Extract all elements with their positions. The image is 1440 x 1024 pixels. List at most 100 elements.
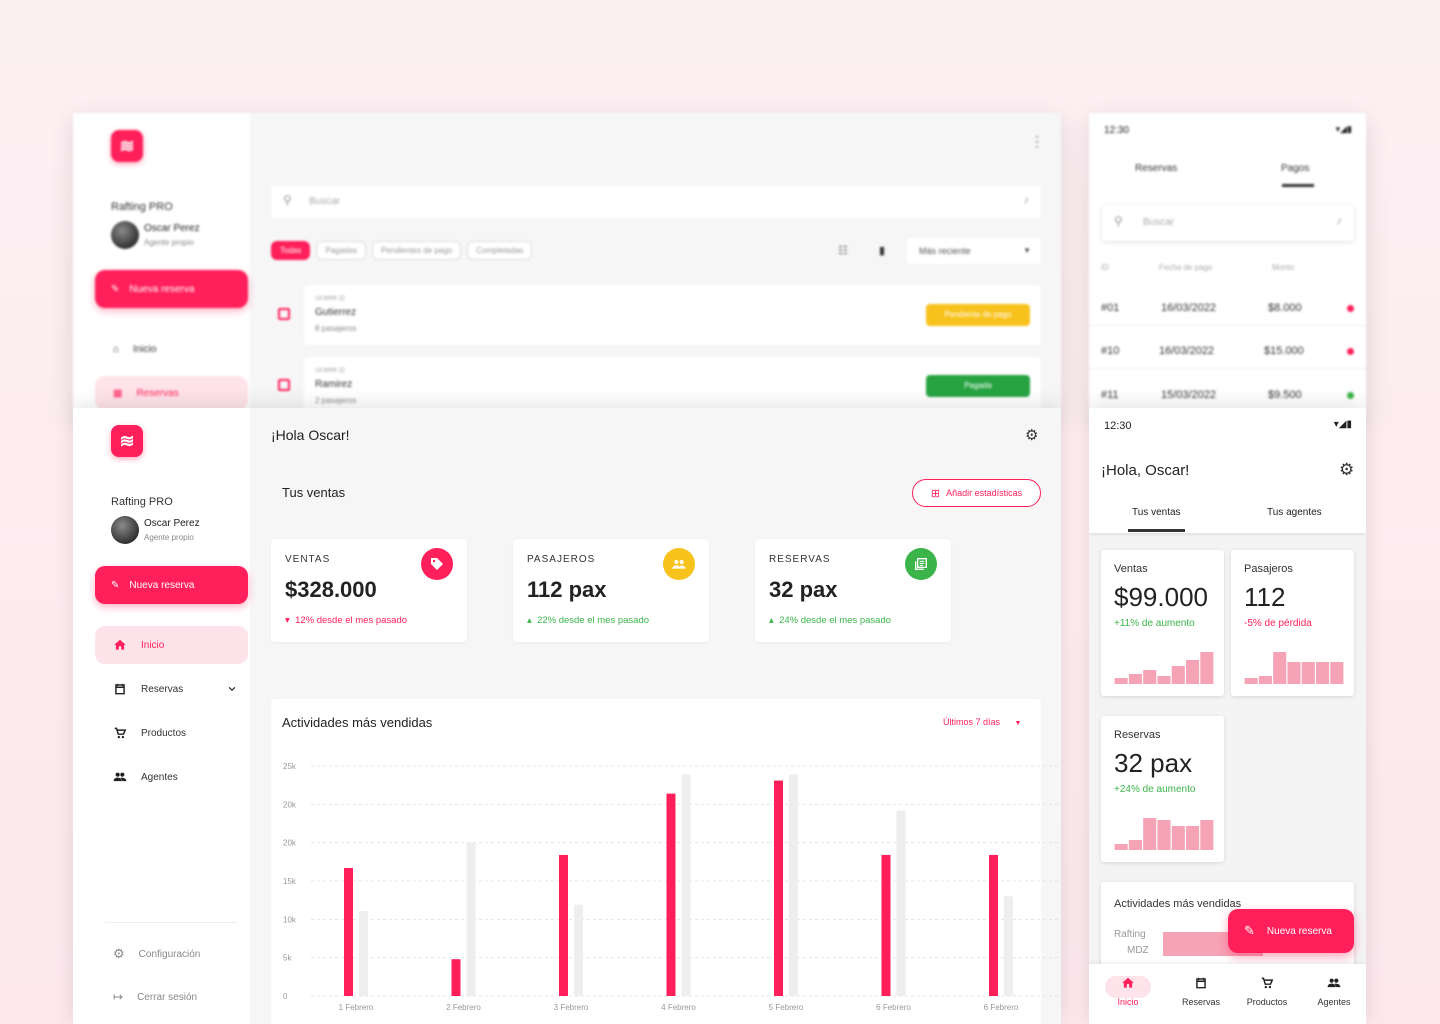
tab-tus-agentes[interactable]: Tus agentes <box>1267 507 1322 518</box>
mic-icon[interactable]: ♪ <box>1336 215 1343 227</box>
activity-label: Rafting <box>1114 929 1146 940</box>
bg-new-booking-button[interactable]: ✎ Nueva reserva <box>95 270 248 308</box>
mini-bar <box>1143 818 1157 850</box>
filter-icon[interactable]: ☷ <box>838 245 848 257</box>
trash-icon[interactable]: ▮ <box>879 245 886 257</box>
trend-up-icon: ▴ <box>527 615 538 626</box>
stat-card-reservas[interactable]: RESERVAS 32 pax ▴ 24% desde el mes pasad… <box>755 539 951 642</box>
new-booking-button[interactable]: ✎ Nueva reserva <box>95 566 248 604</box>
bg-table-row[interactable]: 14 MAR 22 Ramirez 2 pasajeros Pagada <box>304 357 1041 413</box>
chart-bar <box>574 904 583 996</box>
mini-bar-chart <box>1114 818 1214 850</box>
row-checkbox[interactable] <box>278 379 290 391</box>
sidebar-item-logout[interactable]: ↦ Cerrar sesión <box>113 990 197 1004</box>
row-checkbox[interactable] <box>278 308 290 320</box>
col-id: ID <box>1101 263 1109 272</box>
mini-bar <box>1171 826 1185 850</box>
tab-pagos[interactable]: Pagos <box>1281 163 1310 174</box>
chart-bar <box>344 867 353 996</box>
card-label: Ventas <box>1114 563 1148 575</box>
avatar[interactable] <box>111 516 139 544</box>
tab-reservas[interactable]: Reservas <box>1135 163 1178 174</box>
bottom-nav-inicio[interactable]: Inicio <box>1098 976 1158 1007</box>
bg-sort-select[interactable]: Más reciente ▼ <box>907 238 1041 264</box>
people-icon <box>663 548 695 580</box>
mobile-card-reservas[interactable]: Reservas 32 pax +24% de aumento <box>1101 716 1224 862</box>
chart-bar <box>881 854 891 996</box>
search-icon: ⚲ <box>1114 214 1123 228</box>
stat-card-pasajeros[interactable]: PASAJEROS 112 pax ▴ 22% desde el mes pas… <box>513 539 709 642</box>
bottom-nav-reservas[interactable]: Reservas <box>1171 976 1231 1007</box>
sidebar-item-configuracion[interactable]: ⚙ Configuración <box>113 946 200 962</box>
sidebar-item-label: Inicio <box>141 639 165 651</box>
bottom-nav-label: Productos <box>1246 997 1288 1007</box>
bg-nav-home-label: Inicio <box>133 344 157 355</box>
chart-bar <box>466 842 476 996</box>
mini-bar <box>1258 676 1272 684</box>
chip-pagadas[interactable]: Pagadas <box>316 241 366 260</box>
app-logo[interactable]: ≋ <box>111 425 143 457</box>
stat-value: $328.000 <box>285 577 377 602</box>
tab-tus-ventas[interactable]: Tus ventas <box>1132 507 1181 518</box>
pencil-icon: ✎ <box>111 283 120 295</box>
bg-sort-label: Más reciente <box>919 246 971 256</box>
mini-bar <box>1287 662 1301 684</box>
y-tick-label: 20k <box>283 839 297 848</box>
calendar-icon <box>115 683 125 695</box>
y-tick-label: 10k <box>283 915 297 924</box>
fab-label: Nueva reserva <box>1266 925 1332 937</box>
sidebar-item-inicio[interactable]: Inicio <box>95 626 248 664</box>
calendar-icon: ▦ <box>113 387 123 399</box>
chip-completadas[interactable]: Completadas <box>467 241 533 260</box>
row-name: Ramirez <box>315 379 353 390</box>
bg-search-bar[interactable]: ⚲ Buscar ♪ <box>271 186 1041 218</box>
fab-new-booking[interactable]: ✎ Nueva reserva <box>1228 909 1354 953</box>
sidebar-item-label: Productos <box>141 727 187 739</box>
card-value: $99.000 <box>1114 582 1208 612</box>
row-divider <box>1089 368 1366 369</box>
stat-card-ventas[interactable]: VENTAS $328.000 ▾ 12% desde el mes pasad… <box>271 539 467 642</box>
bottom-nav-label: Inicio <box>1117 997 1139 1007</box>
gear-icon[interactable]: ⚙ <box>1025 427 1039 444</box>
chart-bar <box>681 774 691 996</box>
mic-icon[interactable]: ♪ <box>1023 194 1030 206</box>
status-icons: ▾◢▮ <box>1333 419 1352 430</box>
status-icons: ▾◢▮ <box>1335 124 1352 134</box>
x-tick-label: 6 Febrero <box>876 1003 911 1012</box>
row-divider <box>1089 325 1366 326</box>
user-name: Oscar Perez <box>144 518 200 529</box>
sidebar-item-productos[interactable]: Productos <box>113 726 186 740</box>
calendar-icon <box>1196 977 1206 989</box>
bg-phone-search-placeholder: Buscar <box>1143 217 1175 228</box>
bg-table-row[interactable]: 14 MAR 22 Gutierrez 8 pasajeros Pendient… <box>304 285 1041 345</box>
mini-bar-chart <box>1244 652 1344 684</box>
bg-nav-home[interactable]: ⌂ Inicio <box>113 344 156 355</box>
bg-nav-reservas[interactable]: ▦ Reservas <box>95 376 248 410</box>
chip-pendientes[interactable]: Pendientes de pago <box>371 241 462 260</box>
user-role: Agente propio <box>144 533 194 542</box>
bottom-nav-active-pill <box>1105 976 1151 998</box>
home-icon <box>1122 977 1134 988</box>
mobile-card-ventas[interactable]: Ventas $99.000 +11% de aumento <box>1101 550 1224 696</box>
stat-label: RESERVAS <box>769 554 831 565</box>
mobile-card-pasajeros[interactable]: Pasajeros 112 -5% de pérdida <box>1231 550 1354 696</box>
bg-phone-search[interactable]: ⚲ Buscar ♪ <box>1102 205 1354 241</box>
stat-value: 32 pax <box>769 577 838 602</box>
sidebar-item-reservas[interactable]: Reservas <box>113 682 237 696</box>
gear-icon[interactable]: ⚙ <box>1339 460 1355 479</box>
card-value: 32 pax <box>1114 748 1193 778</box>
range-select[interactable]: Últimos 7 días ▼ <box>943 717 1021 727</box>
chart-bar <box>666 793 676 996</box>
background-phone: 12:30 ▾◢▮ Reservas Pagos ⚲ Buscar ♪ ID F… <box>1089 113 1366 413</box>
bottom-nav-productos[interactable]: Productos <box>1237 976 1297 1007</box>
chip-todas[interactable]: Todas <box>271 241 311 260</box>
chevron-down-icon[interactable] <box>227 684 237 694</box>
kebab-menu-icon[interactable]: ⋮ <box>1030 133 1044 149</box>
stat-label: VENTAS <box>285 554 331 565</box>
trend-up-icon: ▴ <box>769 615 780 626</box>
bottom-nav-agentes[interactable]: Agentes <box>1304 976 1364 1007</box>
add-stats-button[interactable]: ⊞ Añadir estadísticas <box>912 479 1041 507</box>
stat-delta: ▴ 24% desde el mes pasado <box>769 615 891 626</box>
sidebar-item-agentes[interactable]: Agentes <box>113 770 178 784</box>
x-tick-label: 1 Febrero <box>339 1003 374 1012</box>
